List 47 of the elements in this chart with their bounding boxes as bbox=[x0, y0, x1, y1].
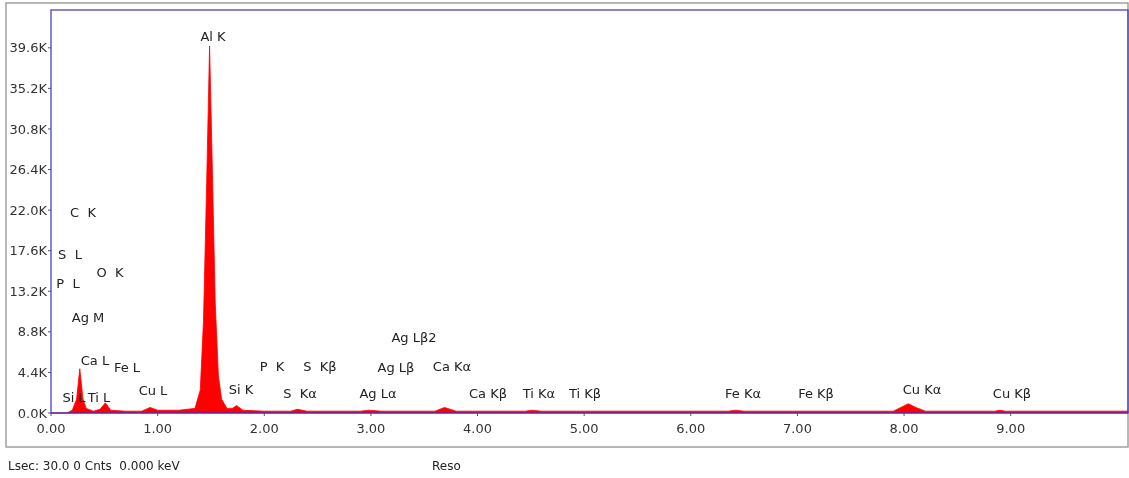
annotation: Cu Kβ bbox=[992, 385, 1032, 401]
annotation: Cu Kα bbox=[902, 381, 942, 397]
annotation: Ti Kα bbox=[521, 385, 556, 401]
annotation: Si K bbox=[228, 381, 254, 397]
annotation: Ti Kβ bbox=[567, 385, 602, 401]
annotation: P L bbox=[56, 275, 81, 291]
x-tick-label: 2.00 bbox=[249, 421, 279, 436]
annotation: Fe Kβ bbox=[798, 385, 834, 401]
annotation: Al K bbox=[200, 28, 227, 44]
annotation: Fe Kα bbox=[725, 385, 761, 401]
x-tick-label: 7.00 bbox=[782, 421, 812, 436]
y-tick-label: 17.6K bbox=[9, 243, 48, 259]
x-tick-label: 9.00 bbox=[996, 421, 1026, 436]
y-tick-label: 30.8K bbox=[9, 121, 48, 137]
y-tick-label: 4.4K bbox=[17, 364, 48, 380]
annotation: C K bbox=[70, 204, 97, 220]
y-tick-label: 26.4K bbox=[9, 162, 48, 178]
annotation: Ti L bbox=[86, 389, 112, 405]
annotation: S Kα bbox=[283, 385, 317, 401]
y-tick-label: 0.0K bbox=[17, 405, 48, 421]
x-tick-label: 1.00 bbox=[143, 421, 173, 436]
x-tick-label: 0.00 bbox=[36, 421, 66, 436]
y-tick-label: 8.8K bbox=[17, 324, 48, 340]
annotation: Ag Lβ2 bbox=[391, 329, 437, 345]
annotation: Ca Kα bbox=[432, 358, 472, 374]
x-tick-label: 4.00 bbox=[463, 421, 493, 436]
x-tick-label: 3.00 bbox=[356, 421, 386, 436]
annotation: Ag Lβ bbox=[377, 359, 415, 375]
annotation: S Kβ bbox=[303, 358, 337, 374]
annotation: Ag M bbox=[71, 309, 105, 325]
annotation: Cu L bbox=[138, 382, 169, 398]
annotation: Ag Lα bbox=[359, 385, 397, 401]
annotation: O K bbox=[96, 264, 124, 280]
y-tick-label: 13.2K bbox=[9, 283, 48, 299]
annotation: Fe L bbox=[113, 359, 141, 375]
x-tick-label: 5.00 bbox=[569, 421, 599, 436]
x-tick-label: 8.00 bbox=[889, 421, 919, 436]
y-tick-label: 22.0K bbox=[9, 202, 48, 218]
x-tick-label: 6.00 bbox=[676, 421, 706, 436]
annotation: S L bbox=[58, 246, 83, 262]
y-tick-label: 39.6K bbox=[9, 40, 48, 56]
annotation: Ca Kβ bbox=[469, 385, 507, 401]
text: Lsec: 30.0 0 Cnts 0.000 keV bbox=[8, 459, 181, 474]
annotation: Ca L bbox=[80, 352, 110, 368]
text: Reso bbox=[432, 459, 461, 474]
annotation: P K bbox=[259, 358, 285, 374]
y-tick-label: 35.2K bbox=[9, 80, 48, 96]
